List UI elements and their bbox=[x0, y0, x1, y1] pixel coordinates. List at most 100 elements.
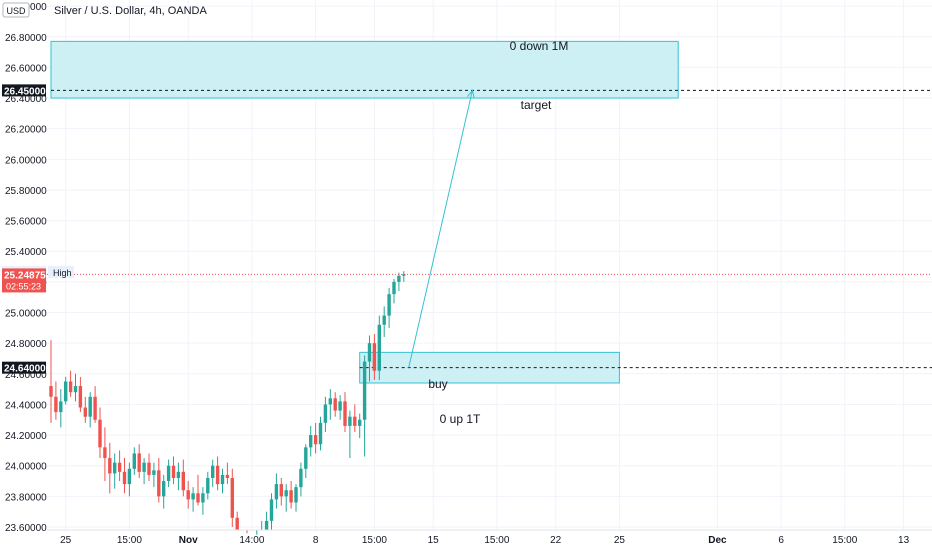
candle bbox=[372, 333, 377, 380]
y-tick-label: 24.20000 bbox=[5, 431, 47, 442]
candle bbox=[49, 340, 53, 423]
projection-arrow-line[interactable] bbox=[408, 90, 473, 368]
y-tick-label: 25.80000 bbox=[5, 186, 47, 197]
y-tick-label: 25.40000 bbox=[5, 247, 47, 258]
x-tick-label: 15:00 bbox=[362, 535, 387, 546]
candle-body bbox=[220, 474, 225, 485]
candle-body bbox=[392, 281, 396, 295]
entry-stats-label[interactable]: 0 up 1T bbox=[440, 412, 481, 426]
candle bbox=[313, 422, 318, 454]
current-price-flag bbox=[2, 268, 46, 293]
candle-body bbox=[284, 490, 288, 497]
candle bbox=[220, 468, 225, 494]
candle bbox=[88, 392, 92, 428]
target-level-flag bbox=[2, 84, 46, 97]
candle bbox=[353, 404, 357, 433]
candle-body bbox=[264, 520, 269, 530]
candle bbox=[196, 474, 200, 506]
x-tick-label: 8 bbox=[313, 535, 319, 546]
candle-body bbox=[171, 465, 176, 478]
candle-body bbox=[362, 361, 367, 420]
candle-body bbox=[196, 493, 200, 503]
x-tick-label: 15:00 bbox=[832, 535, 857, 546]
candle-body bbox=[132, 453, 136, 469]
target-stats-label[interactable]: 0 down 1M bbox=[510, 39, 569, 53]
currency-badge[interactable] bbox=[2, 2, 30, 18]
candle-body bbox=[215, 465, 220, 485]
candle-body bbox=[289, 490, 293, 503]
candle bbox=[304, 444, 308, 478]
candle bbox=[264, 511, 269, 530]
candle-body bbox=[59, 401, 63, 413]
candle bbox=[284, 484, 288, 512]
candle bbox=[318, 416, 323, 451]
candle-body bbox=[269, 499, 274, 521]
y-tick-label: 23.60000 bbox=[5, 523, 47, 534]
candle bbox=[343, 392, 347, 433]
candle bbox=[309, 425, 313, 457]
candle bbox=[235, 511, 239, 530]
candle-body bbox=[54, 396, 58, 413]
candle-body bbox=[235, 517, 239, 530]
candle bbox=[323, 396, 328, 433]
candle bbox=[338, 395, 342, 420]
candle-body bbox=[181, 471, 185, 491]
candle bbox=[68, 370, 73, 397]
candle-body bbox=[348, 416, 352, 426]
candle-body bbox=[387, 294, 391, 316]
candle-body bbox=[152, 470, 156, 475]
candle-body bbox=[201, 493, 205, 503]
candle bbox=[117, 450, 122, 482]
y-tick-label: 26.60000 bbox=[5, 63, 47, 74]
target-zone[interactable] bbox=[50, 40, 679, 99]
x-tick-label: Nov bbox=[179, 535, 198, 546]
candle-body bbox=[343, 401, 347, 426]
drawing-zones[interactable] bbox=[50, 40, 932, 384]
candle bbox=[402, 271, 406, 282]
candle-body bbox=[157, 470, 161, 497]
candle bbox=[348, 410, 352, 459]
candle-body bbox=[230, 477, 234, 518]
candle-body bbox=[186, 490, 190, 500]
candle-body bbox=[206, 477, 210, 494]
y-tick-label: 24.40000 bbox=[5, 400, 47, 411]
candle-body bbox=[127, 468, 132, 485]
x-tick-label: 25 bbox=[614, 535, 626, 546]
y-tick-label: 24.80000 bbox=[5, 339, 47, 350]
candle-body bbox=[309, 435, 313, 448]
candle-body bbox=[382, 315, 386, 325]
buy-label[interactable]: buy bbox=[428, 377, 447, 391]
x-tick-label: 15:00 bbox=[484, 535, 509, 546]
y-tick-label: 24.60000 bbox=[5, 370, 47, 381]
candle-body bbox=[402, 274, 406, 276]
candle bbox=[142, 458, 146, 485]
candle bbox=[397, 272, 401, 292]
x-tick-label: 15 bbox=[428, 535, 440, 546]
candle-body bbox=[49, 386, 53, 397]
target-label[interactable]: target bbox=[521, 98, 552, 112]
symbol-title: Silver / U.S. Dollar, 4h, OANDA bbox=[54, 5, 207, 17]
candle-body bbox=[318, 422, 323, 445]
candle bbox=[382, 306, 386, 338]
candle bbox=[93, 386, 97, 423]
candle bbox=[122, 458, 127, 494]
drawing-lines[interactable] bbox=[47, 89, 932, 368]
candle bbox=[64, 376, 68, 405]
target-level-value: 26.45000 bbox=[4, 86, 46, 97]
time-axis[interactable]: 25 15:00 Nov 14:00 8 15:00 15 15:00 22 25 Dec 6 15:0… bbox=[47, 529, 932, 546]
candle bbox=[132, 447, 136, 475]
candle-body bbox=[137, 453, 141, 472]
candle bbox=[377, 315, 381, 380]
high-tag bbox=[48, 265, 74, 278]
candle-body bbox=[64, 381, 68, 402]
candle-body bbox=[313, 435, 318, 445]
candle-body bbox=[397, 275, 401, 282]
candle-body bbox=[73, 386, 78, 393]
y-tick-label: 26.40000 bbox=[5, 94, 47, 105]
candle bbox=[294, 484, 298, 512]
candle-body bbox=[367, 343, 372, 362]
x-tick-label: 14:00 bbox=[239, 535, 264, 546]
candle-body bbox=[176, 471, 181, 478]
